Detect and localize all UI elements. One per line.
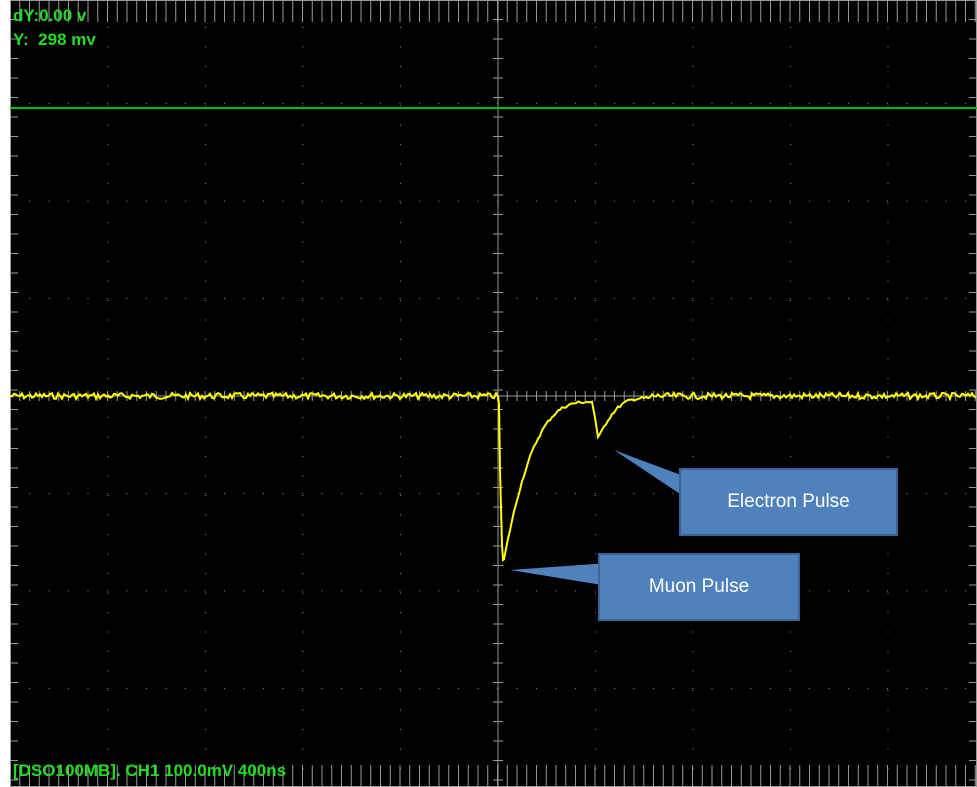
muon-callout-pointer [510,563,608,586]
ch1-trace [10,390,977,562]
electron-pulse-callout: Electron Pulse [679,468,898,536]
electron-callout-pointer [614,450,689,500]
y-readout: Y: 298 mv [13,30,96,49]
muon-pulse-label: Muon Pulse [648,576,750,597]
graticule-grid [10,0,977,787]
status-bar: [DSO100MB]. CH1 100.0mV 400ns [13,761,287,780]
dy-readout: dY:0.00 v [13,6,87,25]
waveform-display [10,0,977,787]
electron-pulse-label: Electron Pulse [727,491,850,512]
oscilloscope-screen: dY:0.00 v Y: 298 mv [DSO100MB]. CH1 100.… [10,0,977,787]
muon-pulse-callout: Muon Pulse [598,553,800,621]
